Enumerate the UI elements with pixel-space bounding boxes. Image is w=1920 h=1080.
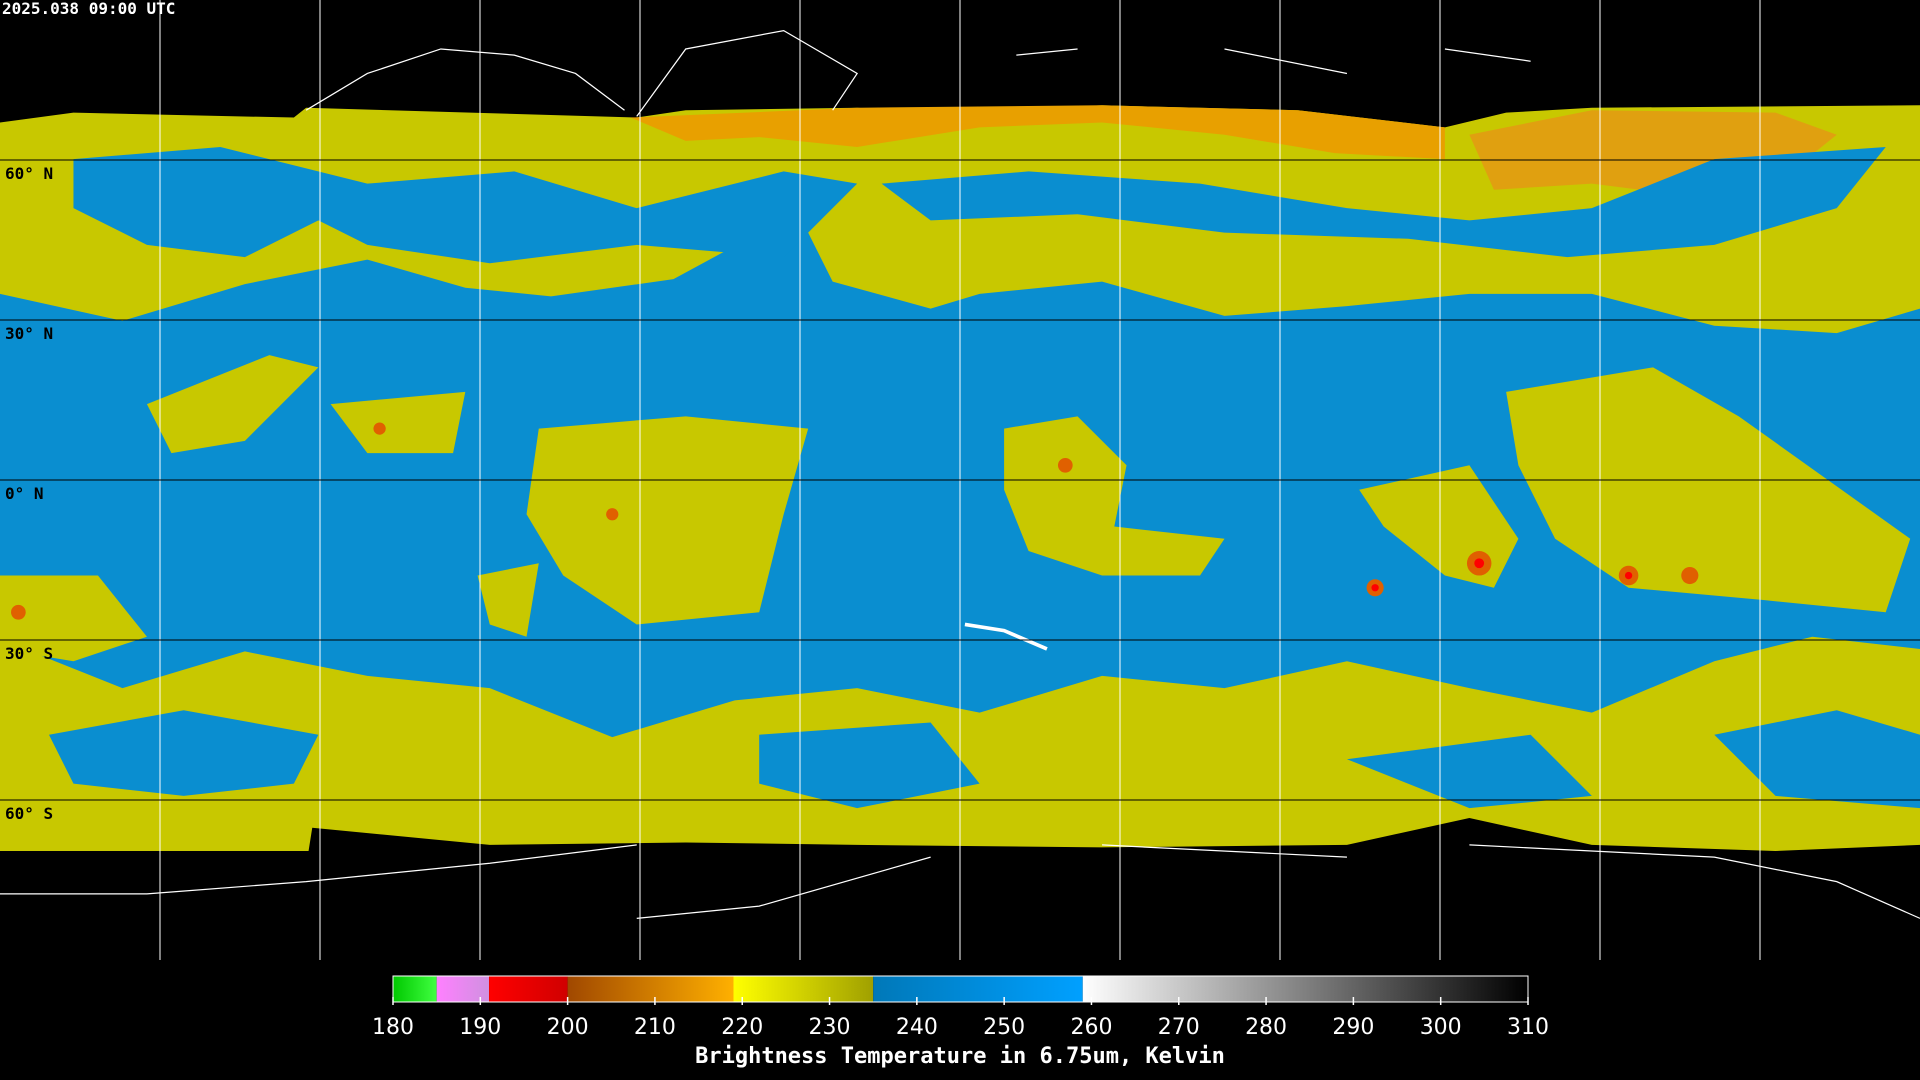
dry-band xyxy=(73,146,858,264)
colorbar-tick-label: 210 xyxy=(634,1015,676,1040)
colorbar-tick-label: 240 xyxy=(896,1015,938,1040)
latitude-label: 0° N xyxy=(5,484,44,503)
colorbar-segment xyxy=(489,976,568,1002)
coastline xyxy=(0,29,1920,919)
latitude-label: 60° S xyxy=(5,804,53,823)
colorbar-segment xyxy=(567,976,734,1002)
colorbar-tick-label: 200 xyxy=(547,1015,589,1040)
latitude-label: 60° N xyxy=(5,164,53,183)
colorbar: 180 190 200 210 220 230 240 250 260 270 280 290 300 3… xyxy=(372,975,1549,1040)
cold-region xyxy=(630,105,1445,160)
warm-streak xyxy=(964,622,1048,651)
colorbar-segment xyxy=(393,976,437,1002)
colorbar-tick-label: 270 xyxy=(1158,1015,1200,1040)
colorbar-title: Brightness Temperature in 6.75um, Kelvin xyxy=(695,1044,1225,1069)
dry-band xyxy=(881,146,1886,258)
colorbar-tick-label: 230 xyxy=(809,1015,851,1040)
graticule: 60° N 30° N 0° N 30° S 60° S xyxy=(5,0,1761,960)
timestamp: 2025.038 09:00 UTC xyxy=(2,0,175,18)
colorbar-tick-label: 310 xyxy=(1507,1015,1549,1040)
dry-patch xyxy=(48,710,1920,809)
colorbar-segment xyxy=(1082,976,1528,1002)
colorbar-tick-label: 300 xyxy=(1420,1015,1462,1040)
colorbar-tick-label: 280 xyxy=(1245,1015,1287,1040)
colorbar-tick-label: 180 xyxy=(372,1015,414,1040)
colorbar-segment xyxy=(733,976,874,1002)
colorbar-tick-label: 220 xyxy=(721,1015,763,1040)
colorbar-segment xyxy=(436,976,490,1002)
colorbar-tick-label: 290 xyxy=(1332,1015,1374,1040)
latitude-label: 30° N xyxy=(5,324,53,343)
colorbar-frame xyxy=(392,975,1529,1003)
colorbar-tick-label: 250 xyxy=(983,1015,1025,1040)
colorbar-tick-label: 190 xyxy=(459,1015,501,1040)
colorbar-tick-label: 260 xyxy=(1070,1015,1112,1040)
storm-eyes xyxy=(1371,558,1633,592)
colorbar-segment xyxy=(873,976,1083,1002)
latitude-label: 30° S xyxy=(5,644,53,663)
